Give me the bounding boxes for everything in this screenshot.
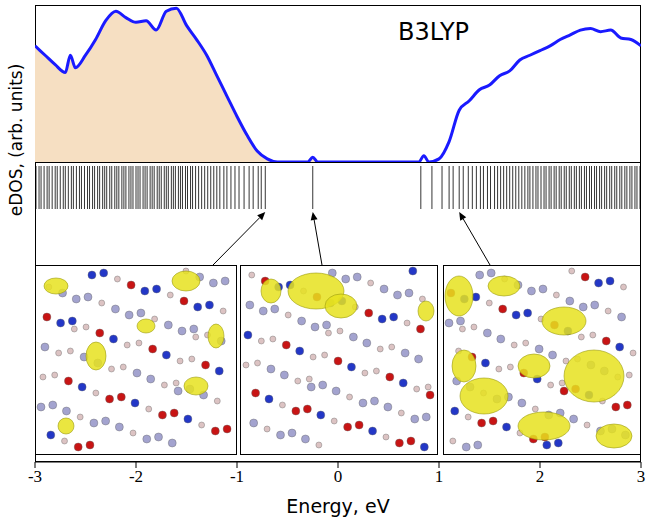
html-text:eDOS, (arb. units): eDOS, (arb. units)	[6, 63, 26, 217]
svg-text:2: 2	[536, 467, 545, 486]
svg-text:1: 1	[435, 467, 444, 486]
svg-text:3: 3	[637, 467, 646, 486]
svg-text:Energy, eV: Energy, eV	[286, 495, 389, 517]
html-text:B3LYP: B3LYP	[398, 18, 470, 46]
svg-text:-1: -1	[230, 467, 244, 486]
svg-text:0: 0	[334, 467, 343, 486]
svg-text:-3: -3	[28, 467, 42, 486]
svg-text:-2: -2	[129, 467, 143, 486]
